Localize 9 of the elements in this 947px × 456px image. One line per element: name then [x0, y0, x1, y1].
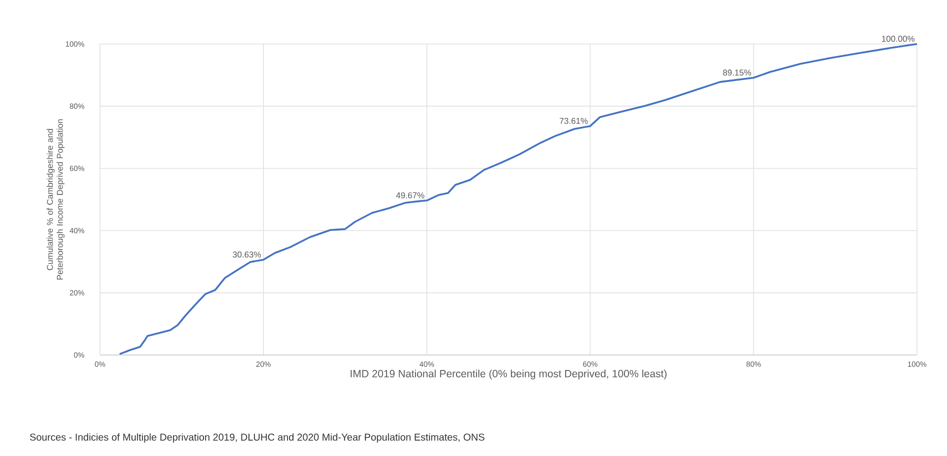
source-note: Sources - Indicies of Multiple Deprivation 2019, DLUHC and 2020 Mid-Year Population Estimates, ONS [30, 433, 484, 443]
annotation: 30.63% [232, 252, 261, 258]
annotation: 73.61% [560, 118, 588, 124]
y-axis-title: Cumulative % of Cambridgeshire and Peterborough Income Deprived Population [46, 119, 65, 280]
x-axis-title: IMD 2019 National Percentile (0% being most Deprived, 100% least) [350, 370, 667, 380]
annotation: 100.00% [882, 36, 915, 42]
line-series [118, 43, 918, 355]
annotation: 89.15% [723, 70, 752, 76]
annotation: 49.67% [396, 192, 424, 198]
